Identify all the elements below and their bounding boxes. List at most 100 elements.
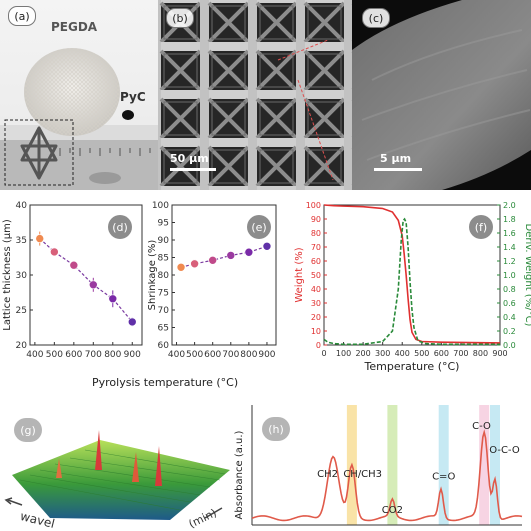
data-point bbox=[35, 234, 45, 243]
y2-tick-label: 1.4 bbox=[503, 243, 516, 252]
x-tick-label: 800 bbox=[104, 350, 121, 360]
panel-b-image bbox=[158, 0, 352, 190]
x-tick-label: 500 bbox=[46, 350, 63, 360]
data-point bbox=[208, 256, 217, 265]
y-tick-label: 100 bbox=[152, 201, 169, 211]
chart-h: CH2 CH/CH3 CO2 C=O C-O O-C-O Absorbance (a.u.) bbox=[234, 405, 523, 526]
x-tick-label: 400 bbox=[26, 350, 43, 360]
x-tick-label: 300 bbox=[375, 349, 390, 358]
y-tick-label: 70 bbox=[311, 243, 321, 252]
x-tick-label: 700 bbox=[222, 350, 239, 360]
panel-b-label: (b) bbox=[166, 8, 194, 28]
pegda-label: PEGDA bbox=[51, 20, 98, 34]
panel-e-label: (e) bbox=[247, 215, 271, 239]
x-tick-label: 700 bbox=[453, 349, 468, 358]
highlight-band bbox=[438, 405, 449, 525]
x-axis-label: Temperature (°C) bbox=[364, 360, 460, 373]
y-tick-label: 90 bbox=[158, 236, 170, 246]
y-tick-label: 65 bbox=[158, 324, 169, 334]
panel-a-photo: (a) PEGDA PyC bbox=[0, 0, 158, 190]
data-point bbox=[108, 294, 118, 304]
panel-b-sem: (b) 50 μm bbox=[158, 0, 352, 190]
chart-f: 0 100 200 300 400 500 600 700 800 900 0 10 20 30 40 50 6… bbox=[294, 201, 531, 373]
y-axis-label: Weight (%) bbox=[294, 247, 305, 302]
highlight-band bbox=[490, 405, 500, 525]
panel-a-illustration bbox=[0, 48, 158, 190]
peak-annotation: CH2 bbox=[317, 469, 338, 480]
y2-tick-label: 1.0 bbox=[503, 271, 516, 280]
panel-c-label: (c) bbox=[362, 8, 390, 28]
data-point bbox=[190, 259, 199, 269]
x-tick-label: 400 bbox=[168, 350, 185, 360]
x-tick-label: 800 bbox=[473, 349, 488, 358]
derivative-curve bbox=[323, 217, 500, 346]
shared-xlabel: Pyrolysis temperature (°C) bbox=[92, 376, 239, 389]
y-tick-label: 40 bbox=[16, 201, 28, 211]
panel-d-label: (d) bbox=[108, 215, 132, 239]
data-point bbox=[69, 260, 79, 270]
panel-g-3d: (g) wavel (min) bbox=[0, 400, 232, 531]
y-tick-label: 95 bbox=[158, 219, 169, 229]
panel-h-label: (h) bbox=[262, 417, 290, 441]
y-tick-label: 30 bbox=[16, 271, 28, 281]
y-tick-label: 40 bbox=[311, 285, 321, 294]
y-tick-label: 70 bbox=[158, 306, 170, 316]
y2-tick-label: 0.6 bbox=[503, 299, 516, 308]
y2-tick-label: 1.2 bbox=[503, 257, 516, 266]
y-tick-label: 25 bbox=[16, 306, 27, 316]
y-tick-label: 80 bbox=[311, 229, 321, 238]
x-tick-label: 500 bbox=[414, 349, 429, 358]
y-tick-label: 85 bbox=[158, 254, 169, 264]
y2-axis-label: Deriv. Weight (%/°C) bbox=[523, 224, 531, 327]
y2-tick-label: 0.2 bbox=[503, 327, 516, 336]
peak-annotation: O-C-O bbox=[489, 445, 520, 456]
panel-c-sem: (c) 5 μm bbox=[352, 0, 531, 190]
data-point bbox=[176, 263, 186, 272]
scalebar-c-text: 5 μm bbox=[380, 152, 412, 165]
panel-g-label: (g) bbox=[14, 418, 42, 442]
y2-tick-label: 0.8 bbox=[503, 285, 516, 294]
data-point bbox=[127, 317, 137, 327]
y-tick-label: 0 bbox=[316, 341, 321, 350]
peak-annotation: CO2 bbox=[382, 505, 403, 516]
scalebar-b-text: 50 μm bbox=[170, 152, 209, 165]
y-tick-label: 35 bbox=[16, 236, 27, 246]
x-tick-label: 400 bbox=[395, 349, 410, 358]
peak-annotation: C-O bbox=[472, 421, 491, 432]
y-tick-label: 80 bbox=[158, 271, 170, 281]
x-tick-label: 0 bbox=[321, 349, 326, 358]
y-tick-label: 20 bbox=[311, 313, 321, 322]
data-point bbox=[244, 247, 254, 257]
y-tick-label: 50 bbox=[311, 271, 321, 280]
y2-tick-label: 0.0 bbox=[503, 341, 516, 350]
highlight-band bbox=[479, 405, 490, 525]
scalebar-b bbox=[170, 168, 216, 171]
panel-f-label: (f) bbox=[469, 215, 493, 239]
panel-a-label: (a) bbox=[8, 6, 36, 26]
data-point bbox=[89, 280, 98, 290]
x-tick-label: 600 bbox=[65, 350, 82, 360]
x-tick-label: 700 bbox=[85, 350, 102, 360]
y-axis-label: Lattice thickness (μm) bbox=[2, 219, 13, 331]
x-tick-label: 100 bbox=[336, 349, 351, 358]
y-axis-label: Shrinkage (%) bbox=[148, 240, 158, 311]
data-point bbox=[226, 251, 236, 260]
y2-tick-label: 0.4 bbox=[503, 313, 516, 322]
chart-e: 400 500 600 700 800 900 60 65 70 75 80 85 90 95 100 Shr… bbox=[148, 201, 277, 360]
y-tick-label: 10 bbox=[311, 327, 321, 336]
x-tick-label: 800 bbox=[240, 350, 257, 360]
y-tick-label: 90 bbox=[311, 215, 321, 224]
y-tick-label: 100 bbox=[306, 201, 321, 210]
peak-annotation: C=O bbox=[432, 471, 455, 482]
x-tick-label: 500 bbox=[186, 350, 203, 360]
y-tick-label: 60 bbox=[311, 257, 321, 266]
scalebar-c bbox=[374, 168, 422, 171]
x-tick-label: 900 bbox=[492, 349, 507, 358]
pyc-label: PyC bbox=[120, 90, 146, 104]
panel-g-surface bbox=[4, 430, 230, 520]
y-tick-label: 20 bbox=[16, 341, 28, 351]
x-tick-label: 200 bbox=[355, 349, 370, 358]
spectrum-line bbox=[251, 429, 523, 522]
x-tick-label: 600 bbox=[434, 349, 449, 358]
